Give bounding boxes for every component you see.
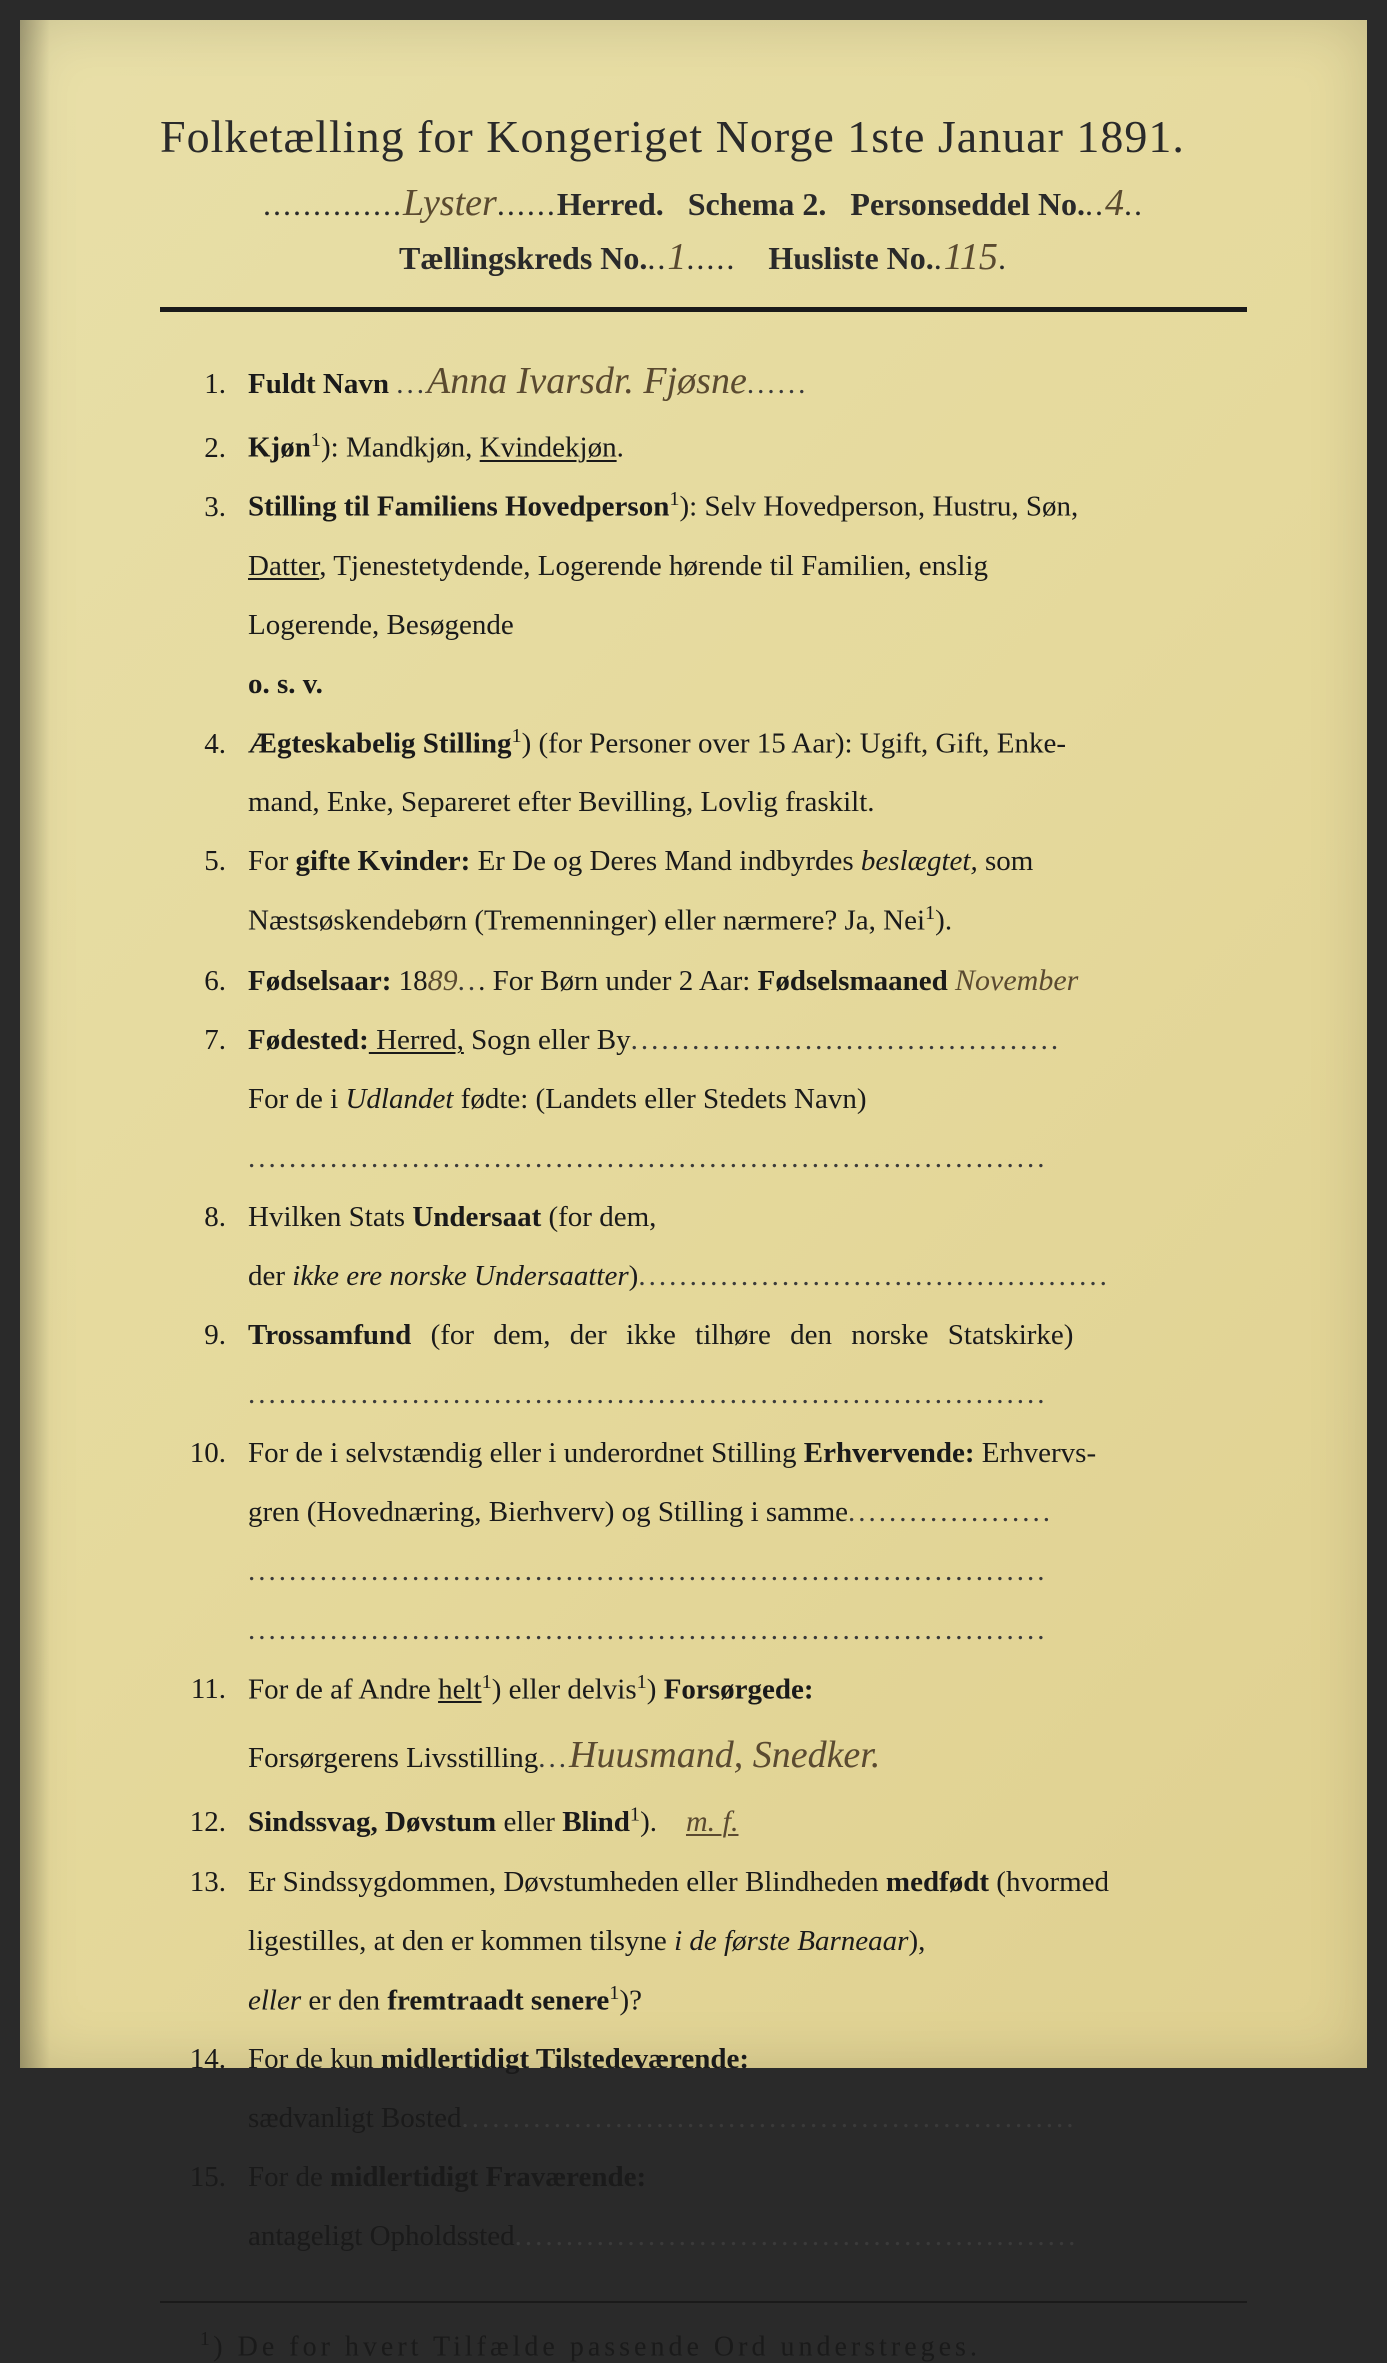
row-9-line2: ........................................… (248, 1372, 1247, 1417)
row-11-line2: Forsørgerens Livsstilling...Huusmand, Sn… (248, 1726, 1247, 1785)
row-11: 11. For de af Andre helt1) eller delvis1… (188, 1667, 1247, 1713)
subtitle-line-2: Tællingskreds No...1..... Husliste No..1… (160, 235, 1247, 279)
label-undersaat: Undersaat (412, 1201, 541, 1233)
row-8: 8. Hvilken Stats Undersaat (for dem, (188, 1195, 1247, 1240)
row-15: 15. For de midlertidigt Fraværende: (188, 2155, 1247, 2200)
kreds-label: Tællingskreds No. (399, 240, 647, 276)
rule-bottom (160, 2301, 1247, 2303)
dotted-prefix: .............. (263, 186, 403, 222)
row-6: 6. Fødselsaar: 1889... For Børn under 2 … (188, 958, 1247, 1005)
row-1: 1. Fuldt Navn ...Anna Ivarsdr. Fjøsne...… (188, 352, 1247, 411)
row-10-line3: ........................................… (248, 1549, 1247, 1594)
kjon-selected: Kvindekjøn (480, 432, 617, 464)
label-fravaerende: midlertidigt Fraværende: (330, 2161, 646, 2193)
label-forsorgede: Forsørgede: (664, 1673, 814, 1705)
header: Folketælling for Kongeriget Norge 1ste J… (160, 110, 1247, 279)
fodested-selected: Herred, (369, 1024, 464, 1056)
row-3-line4: o. s. v. (248, 662, 1247, 707)
label-sindssvag: Sindssvag, Døvstum (248, 1806, 496, 1838)
row-3-line3: Logerende, Besøgende (248, 603, 1247, 648)
rule-top (160, 307, 1247, 312)
label-tilstedevaerende: midlertidigt Tilstedeværende: (381, 2043, 749, 2075)
subtitle-line-1: ..............Lyster......Herred. Schema… (160, 181, 1247, 225)
label-trossamfund: Trossamfund (248, 1319, 411, 1351)
row-13-line3: eller er den fremtraadt senere1)? (248, 1978, 1247, 2024)
row-14-line2: sædvanligt Bosted.......................… (248, 2096, 1247, 2141)
row-15-line2: antageligt Opholdssted..................… (248, 2214, 1247, 2259)
label-kjon: Kjøn (248, 432, 311, 464)
row-5-line2: Næstsøskendebørn (Tremenninger) eller næ… (248, 898, 1247, 944)
row-10: 10. For de i selvstændig eller i underor… (188, 1431, 1247, 1476)
label-fodested: Fødested: (248, 1024, 369, 1056)
forsorger-handwritten: Huusmand, Snedker. (569, 1726, 880, 1785)
form-body: 1. Fuldt Navn ...Anna Ivarsdr. Fjøsne...… (160, 352, 1247, 2259)
schema-label: Schema 2. (688, 186, 827, 222)
row-4: 4. Ægteskabelig Stilling1) (for Personer… (188, 721, 1247, 767)
row-2: 2. Kjøn1): Mandkjøn, Kvindekjøn. (188, 425, 1247, 471)
month-handwritten: November (955, 964, 1078, 997)
label-gifte-kvinder: gifte Kvinder: (296, 845, 471, 877)
row-4-line2: mand, Enke, Separeret efter Bevilling, L… (248, 780, 1247, 825)
footnote: 1) De for hvert Tilfælde passende Ord un… (200, 2329, 1247, 2363)
page-title: Folketælling for Kongeriget Norge 1ste J… (160, 110, 1247, 163)
label-stilling: Stilling til Familiens Hovedperson (248, 491, 669, 523)
kreds-no: 1 (667, 235, 686, 279)
name-handwritten: Anna Ivarsdr. Fjøsne (427, 352, 747, 411)
husliste-no: 115 (944, 235, 998, 279)
row-7-line2: For de i Udlandet fødte: (Landets eller … (248, 1077, 1247, 1122)
label-fodselsaar: Fødselsaar: (248, 965, 391, 997)
label-erhvervende: Erhvervende: (804, 1437, 975, 1469)
herred-label: Herred. (557, 186, 664, 222)
stilling-selected: Datter (248, 550, 319, 582)
label-aegteskab: Ægteskabelig Stilling (248, 728, 511, 760)
row-13-line2: ligestilles, at den er kommen tilsyne i … (248, 1919, 1247, 1964)
label-fuldt-navn: Fuldt Navn (248, 368, 389, 400)
row-3: 3. Stilling til Familiens Hovedperson1):… (188, 484, 1247, 530)
row-7-line3: ........................................… (248, 1136, 1247, 1181)
personseddel-label: Personseddel No. (850, 186, 1085, 222)
husliste-label: Husliste No. (768, 240, 933, 276)
row-10-line4: ........................................… (248, 1608, 1247, 1653)
row-13: 13. Er Sindssygdommen, Døvstumheden elle… (188, 1860, 1247, 1905)
census-page: Folketælling for Kongeriget Norge 1ste J… (20, 20, 1367, 2068)
year-handwritten: 89 (428, 964, 458, 997)
row-10-line2: gren (Hovednæring, Bierhverv) og Stillin… (248, 1490, 1247, 1535)
r12-handwritten: m. f. (686, 1805, 739, 1838)
row-9: 9. Trossamfund (for dem, der ikke tilhør… (188, 1313, 1247, 1358)
row-12: 12. Sindssvag, Døvstum eller Blind1). m.… (188, 1799, 1247, 1846)
row-8-line2: der ikke ere norske Undersaatter).......… (248, 1254, 1247, 1299)
herred-handwritten: Lyster (403, 181, 497, 225)
personseddel-no: 4 (1105, 181, 1124, 225)
row-3-line2: Datter, Tjenestetydende, Logerende høren… (248, 544, 1247, 589)
row-7: 7. Fødested: Herred, Sogn eller By......… (188, 1018, 1247, 1063)
row-5: 5. For gifte Kvinder: Er De og Deres Man… (188, 839, 1247, 884)
row-14: 14. For de kun midlertidigt Tilstedevære… (188, 2037, 1247, 2082)
